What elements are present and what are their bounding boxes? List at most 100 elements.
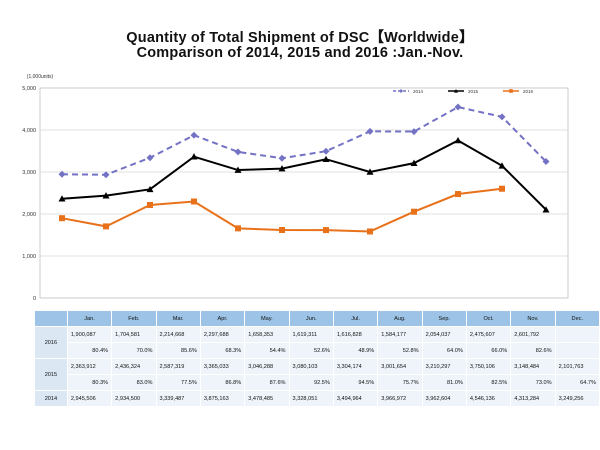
data-point-2015 bbox=[322, 155, 330, 163]
percent-cell: 68.3% bbox=[199, 342, 246, 359]
percent-cell: 75.7% bbox=[377, 374, 423, 391]
percent-cell: 64.7% bbox=[554, 374, 600, 391]
y-tick-label: 0 bbox=[33, 296, 36, 302]
month-header: Jan. bbox=[66, 310, 113, 327]
value-cell: 2,601,792 bbox=[510, 326, 556, 343]
month-header: Aug. bbox=[377, 310, 423, 327]
y-tick-label: 5,000 bbox=[22, 86, 36, 92]
value-cell: 2,297,688 bbox=[199, 326, 246, 343]
data-point-2014 bbox=[542, 158, 550, 166]
data-point-2015 bbox=[102, 192, 110, 199]
value-cell: 3,080,103 bbox=[288, 358, 334, 375]
data-point-2016 bbox=[103, 223, 109, 230]
year-label: 2016 bbox=[34, 326, 68, 359]
table-row-percent: 80.4% 70.0% 85.6% 68.3% 54.4% 52.6% 48.9% 52.8%… bbox=[35, 342, 600, 359]
value-cell: 3,046,288 bbox=[244, 358, 290, 375]
month-header: Apr. bbox=[199, 310, 246, 327]
y-tick-label: 3,000 bbox=[22, 170, 36, 176]
chart-title-line1: Quantity of Total Shipment of DSC【Worldw… bbox=[126, 30, 474, 46]
value-cell: 3,328,051 bbox=[288, 390, 334, 407]
data-point-2016 bbox=[455, 191, 461, 198]
chart-title-line2: Comparison of 2014, 2015 and 2016 :Jan.-… bbox=[136, 45, 464, 61]
month-header: Oct. bbox=[465, 310, 512, 327]
percent-cell: 52.8% bbox=[377, 342, 423, 359]
value-cell: 1,658,353 bbox=[244, 326, 290, 343]
value-cell: 3,339,487 bbox=[155, 390, 201, 407]
shipment-data-table: Jan. Feb. Mar. Apr. May. Jun. Jul. Aug. Sep. Oct.… bbox=[34, 310, 600, 407]
value-cell: 2,436,324 bbox=[111, 358, 157, 375]
y-tick-label: 4,000 bbox=[22, 128, 36, 134]
legend-marker-2016 bbox=[509, 89, 513, 93]
table-row-percent: 80.3% 83.0% 77.5% 86.8% 87.6% 92.5% 94.5% 75.7%… bbox=[35, 374, 600, 391]
value-cell: 2,945,506 bbox=[66, 390, 113, 407]
data-point-2015 bbox=[58, 195, 66, 202]
value-cell bbox=[554, 326, 600, 343]
value-cell: 1,616,828 bbox=[332, 326, 379, 343]
percent-cell: 48.9% bbox=[332, 342, 379, 359]
data-point-2016 bbox=[191, 198, 197, 205]
percent-cell: 52.6% bbox=[288, 342, 334, 359]
table-row: 2016 1,900,087 1,704,581 2,214,668 2,297,688… bbox=[34, 326, 600, 359]
value-cell: 2,054,037 bbox=[421, 326, 467, 343]
percent-cell: 80.4% bbox=[66, 342, 113, 359]
y-tick-label: 2,000 bbox=[22, 212, 36, 218]
percent-cell: 92.5% bbox=[288, 374, 334, 391]
percent-cell: 85.6% bbox=[155, 342, 201, 359]
percent-cell: 81.0% bbox=[421, 374, 467, 391]
percent-cell: 83.0% bbox=[111, 374, 157, 391]
data-point-2014 bbox=[454, 103, 462, 111]
month-header: Mar. bbox=[155, 310, 201, 327]
legend-label-2015: 2015 bbox=[468, 89, 479, 94]
series-line-2014 bbox=[61, 106, 547, 176]
data-point-2014 bbox=[146, 154, 154, 162]
value-cell: 2,475,607 bbox=[465, 326, 512, 343]
value-cell: 3,875,163 bbox=[199, 390, 246, 407]
data-point-2014 bbox=[102, 171, 110, 179]
legend-marker-2014 bbox=[399, 89, 403, 93]
value-cell: 3,304,174 bbox=[332, 358, 379, 375]
value-cell: 3,001,654 bbox=[377, 358, 423, 375]
value-cell: 2,934,500 bbox=[111, 390, 157, 407]
table-corner bbox=[34, 310, 68, 327]
line-chart: 0 1,000 2,000 3,000 4,000 5,000 (1,000units) 20… bbox=[22, 74, 569, 302]
legend-label-2016: 2016 bbox=[523, 89, 534, 94]
data-point-2015 bbox=[410, 159, 418, 166]
data-point-2015 bbox=[234, 166, 242, 173]
data-point-2014 bbox=[366, 127, 374, 135]
year-label: 2014 bbox=[34, 390, 68, 407]
data-point-2014 bbox=[190, 131, 198, 139]
data-point-2016 bbox=[235, 225, 241, 232]
data-point-2015 bbox=[498, 162, 506, 169]
data-point-2016 bbox=[323, 227, 329, 234]
month-header: Sep. bbox=[421, 310, 467, 327]
percent-cell: 80.3% bbox=[66, 374, 113, 391]
table-row: 2015 2,363,912 2,436,324 2,587,319 3,365,033… bbox=[34, 358, 600, 391]
year-label: 2015 bbox=[34, 358, 68, 391]
data-point-2015 bbox=[454, 136, 462, 144]
percent-cell: 66.0% bbox=[465, 342, 512, 359]
value-cell: 3,750,106 bbox=[465, 358, 512, 375]
value-cell: 3,494,964 bbox=[332, 390, 379, 407]
percent-cell: 64.0% bbox=[421, 342, 467, 359]
table-header-row: Jan. Feb. Mar. Apr. May. Jun. Jul. Aug. Sep. Oct.… bbox=[34, 310, 600, 327]
value-cell: 3,148,484 bbox=[510, 358, 556, 375]
data-point-2016 bbox=[367, 228, 373, 235]
value-cell: 2,101,763 bbox=[554, 358, 600, 375]
series-line-2015 bbox=[61, 139, 547, 211]
month-header: Jun. bbox=[288, 310, 334, 327]
percent-cell: 86.8% bbox=[199, 374, 246, 391]
data-point-2016 bbox=[499, 185, 505, 192]
percent-cell: 73.0% bbox=[510, 374, 556, 391]
data-point-2016 bbox=[411, 208, 417, 215]
value-cell: 2,587,319 bbox=[155, 358, 201, 375]
data-point-2016 bbox=[59, 215, 65, 222]
y-unit-label: (1,000units) bbox=[27, 74, 54, 80]
value-cell: 3,365,033 bbox=[199, 358, 246, 375]
value-cell: 3,962,604 bbox=[421, 390, 467, 407]
legend-marker-2015 bbox=[454, 89, 458, 93]
value-cell: 3,210,297 bbox=[421, 358, 467, 375]
value-cell: 3,249,256 bbox=[554, 390, 600, 407]
percent-cell: 54.4% bbox=[244, 342, 290, 359]
value-cell: 3,966,972 bbox=[377, 390, 423, 407]
data-point-2014 bbox=[58, 170, 66, 178]
